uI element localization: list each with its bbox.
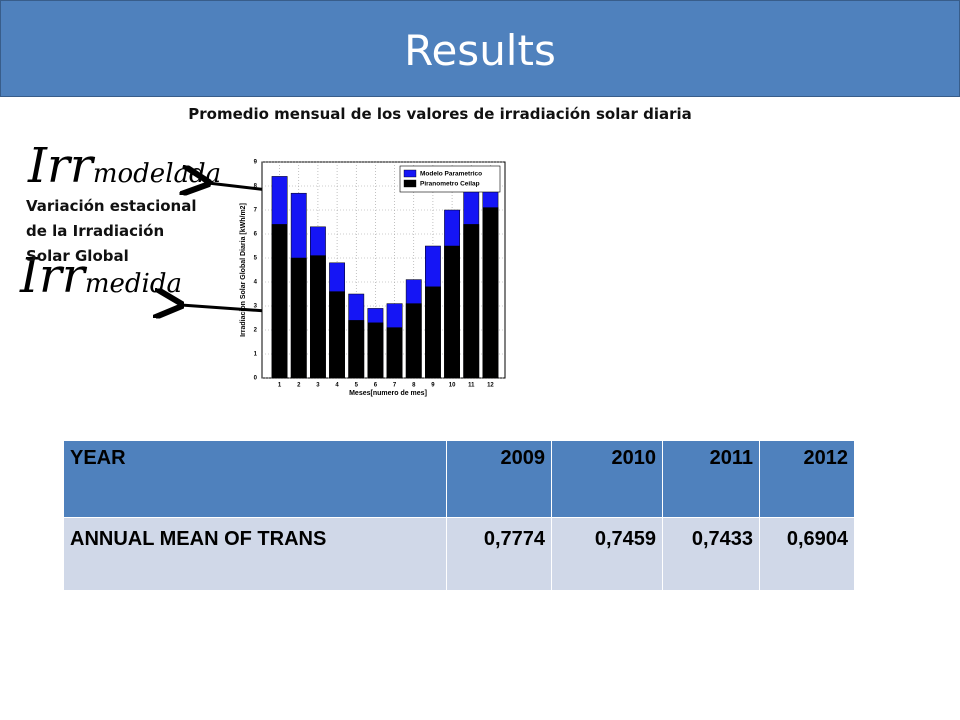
x-tick-label: 2 [297, 383, 301, 389]
y-tick-label: 9 [254, 160, 258, 166]
table-header: 2009 [446, 440, 552, 518]
table-cell: 0,6904 [759, 517, 855, 591]
y-axis-label: Irradiacion Solar Global Diaria [kWh/m2] [240, 203, 247, 337]
x-tick-label: 8 [412, 383, 416, 389]
legend-swatch [403, 179, 417, 188]
table-cell: 0,7774 [446, 517, 552, 591]
x-axis-label: Meses[numero de mes] [349, 390, 427, 397]
formula-symbol: Irr [28, 138, 93, 194]
y-tick-label: 6 [254, 232, 258, 238]
y-tick-label: 1 [254, 352, 258, 358]
bar [386, 327, 403, 379]
table-cell: ANNUAL MEAN OF TRANS [63, 517, 447, 591]
y-tick-label: 7 [254, 208, 258, 214]
legend-label: Modelo Parametrico [420, 171, 482, 178]
x-tick-label: 9 [431, 383, 435, 389]
annotation: Variación estacional de la Irradiación S… [26, 197, 197, 265]
x-tick-label: 1 [278, 383, 282, 389]
table-cell: 0,7433 [662, 517, 760, 591]
y-tick-label: 4 [254, 280, 258, 286]
y-tick-label: 8 [254, 184, 258, 190]
bar [482, 207, 499, 379]
x-tick-label: 10 [449, 383, 456, 389]
bar [425, 286, 441, 379]
y-tick-label: 0 [254, 376, 258, 382]
legend-swatch [403, 169, 417, 178]
x-tick-label: 12 [487, 383, 494, 389]
x-tick-label: 11 [468, 383, 475, 389]
table-header: 2012 [759, 440, 855, 518]
table-header: YEAR [63, 440, 447, 518]
y-tick-label: 5 [254, 256, 258, 262]
x-tick-label: 5 [355, 383, 359, 389]
y-tick-label: 3 [254, 304, 258, 310]
bar [290, 257, 307, 379]
subtitle: Promedio mensual de los valores de irrad… [188, 105, 692, 123]
x-tick-label: 7 [393, 383, 397, 389]
formula-symbol: Irr [20, 248, 85, 304]
legend-label: Piranometro Ceilap [420, 181, 480, 188]
table-cell: 0,7459 [551, 517, 663, 591]
x-tick-label: 6 [374, 383, 378, 389]
table-header: 2011 [662, 440, 760, 518]
bar [348, 320, 365, 379]
x-tick-label: 4 [335, 383, 339, 389]
bar [367, 322, 384, 379]
bar [463, 224, 480, 379]
bar [329, 291, 345, 379]
bar [405, 303, 422, 379]
formula: Irrmedida [20, 248, 182, 304]
data-table: YEAR 2009 2010 2011 2012 ANNUAL MEAN OF TRAN… [63, 440, 855, 591]
table-header: 2010 [551, 440, 663, 518]
bar [271, 224, 288, 379]
y-tick-label: 2 [254, 328, 258, 334]
legend-box [399, 165, 501, 193]
bar [444, 245, 460, 379]
bar [310, 255, 326, 379]
slide-title: Results [0, 0, 960, 97]
x-tick-label: 3 [316, 383, 320, 389]
